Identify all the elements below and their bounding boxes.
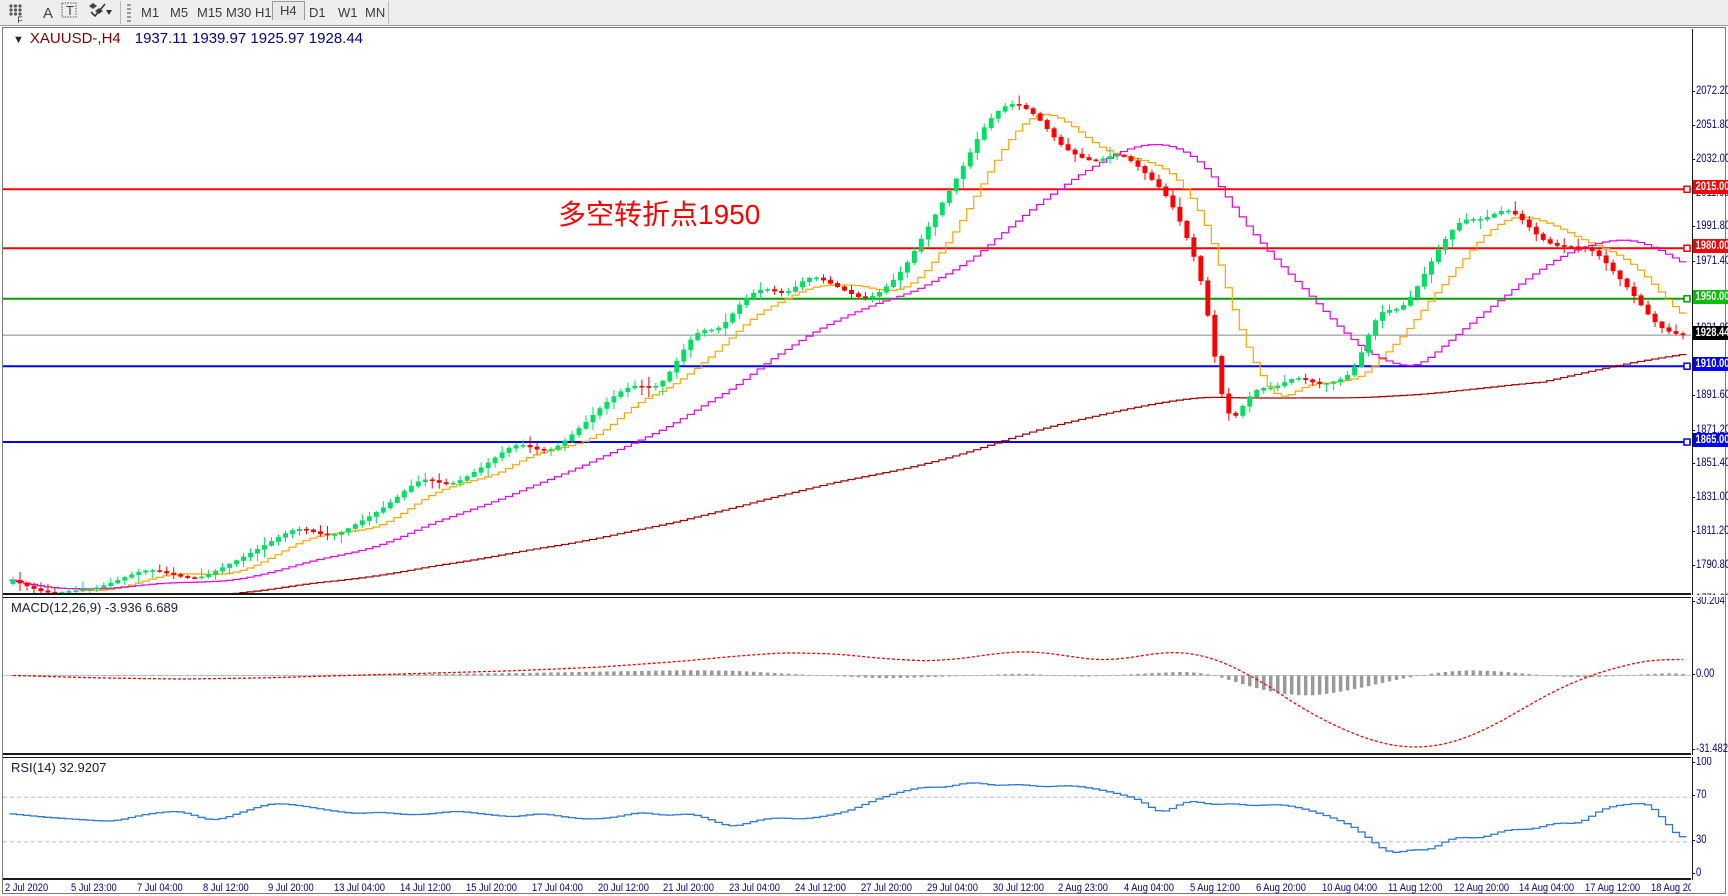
svg-text:F: F (17, 15, 23, 24)
svg-text:T: T (66, 3, 74, 18)
svg-text:A: A (43, 5, 53, 22)
